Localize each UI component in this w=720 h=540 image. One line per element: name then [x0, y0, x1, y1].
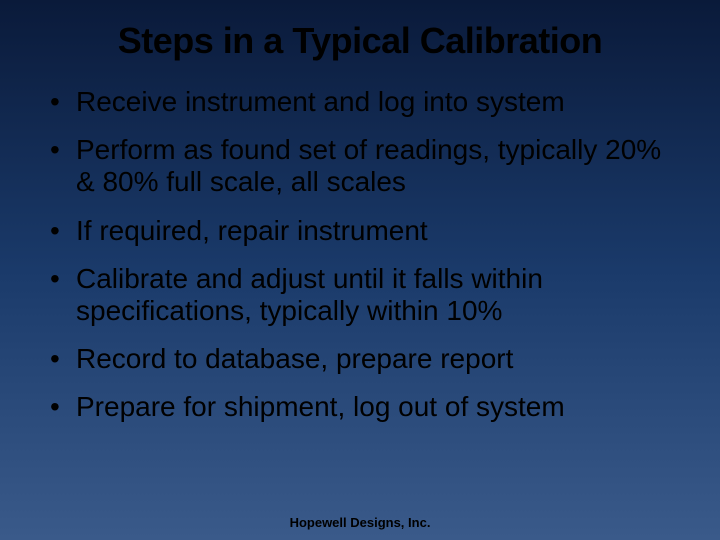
list-item: Receive instrument and log into system	[40, 86, 680, 118]
list-item: Calibrate and adjust until it falls with…	[40, 263, 680, 327]
list-item: If required, repair instrument	[40, 215, 680, 247]
list-item: Perform as found set of readings, typica…	[40, 134, 680, 198]
slide: Steps in a Typical Calibration Receive i…	[0, 0, 720, 540]
slide-title: Steps in a Typical Calibration	[40, 20, 680, 62]
bullet-list: Receive instrument and log into system P…	[40, 86, 680, 424]
slide-footer: Hopewell Designs, Inc.	[0, 515, 720, 530]
list-item: Prepare for shipment, log out of system	[40, 391, 680, 423]
list-item: Record to database, prepare report	[40, 343, 680, 375]
